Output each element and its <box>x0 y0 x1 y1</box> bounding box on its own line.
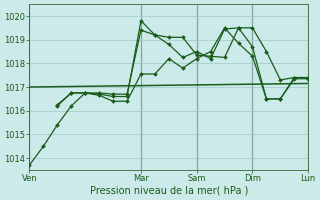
X-axis label: Pression niveau de la mer( hPa ): Pression niveau de la mer( hPa ) <box>90 186 248 196</box>
